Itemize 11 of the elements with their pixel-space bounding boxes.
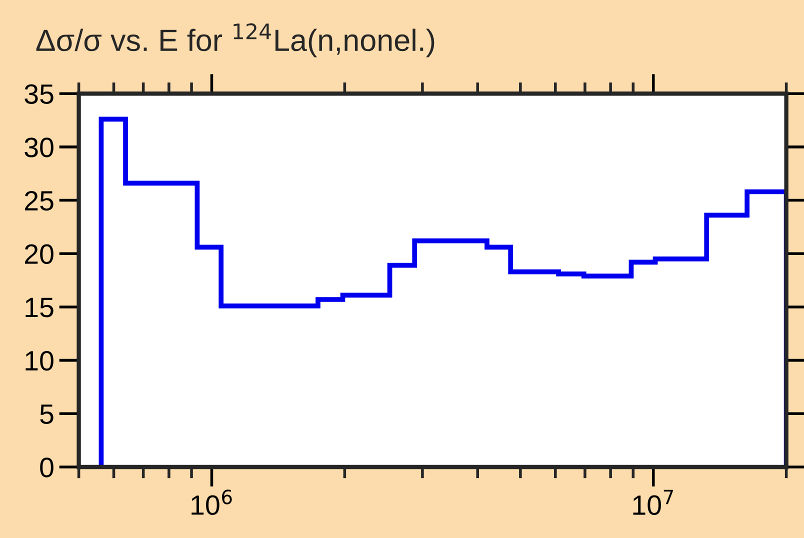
x-tick-label: 10$^{7}$ [633, 490, 674, 515]
y-tick-label: 25 [24, 190, 54, 211]
y-tick-label: 35 [24, 84, 54, 104]
y-tick-label: 0 [40, 458, 54, 478]
y-tick-label: 20 [24, 244, 54, 264]
y-tick-label: 10 [26, 350, 54, 371]
y-tick-label: 30 [24, 138, 54, 158]
x-tick-label: 10$^{6}$ [192, 490, 232, 515]
y-tick-label: 15 [26, 298, 54, 318]
y-tick-label: 5 [40, 404, 54, 424]
chart-title: Δσ/σ vs. E for $^{124}$La(n,nonel.) [36, 23, 434, 58]
